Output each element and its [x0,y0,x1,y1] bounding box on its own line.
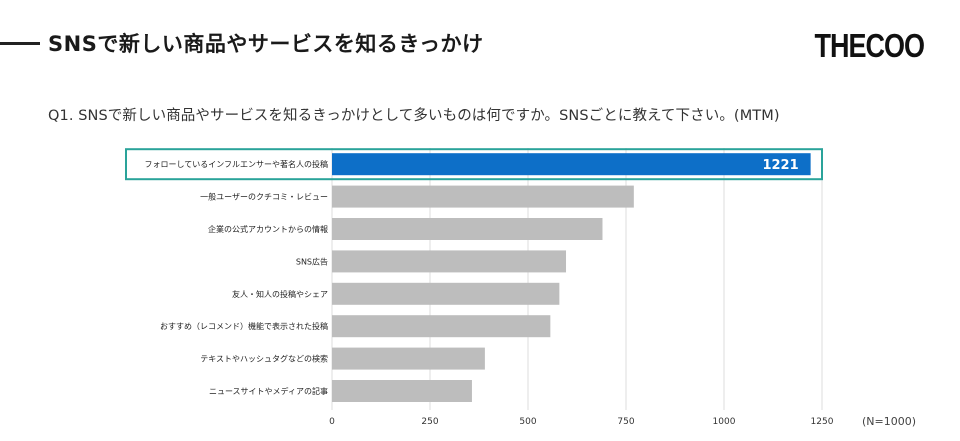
x-tick-label: 1250 [811,417,834,427]
x-tick-label: 0 [329,417,335,427]
title-bar: SNSで新しい商品やサービスを知るきっかけ [0,28,483,58]
highlight-frame [125,148,823,181]
x-tick-label: 1000 [713,417,736,427]
category-label: 企業の公式アカウントからの情報 [208,224,328,234]
bar-value-label: 1221 [762,158,798,173]
category-label: 一般ユーザーのクチコミ・レビュー [200,192,328,202]
bar [332,250,567,273]
bar [332,315,551,338]
category-label: SNS広告 [296,256,328,266]
category-label: 友人・知人の投稿やシェア [232,289,328,299]
bar [332,282,560,305]
brand-logo: THECOO [814,27,925,65]
bar [332,153,811,176]
question-text: Q1. SNSで新しい商品やサービスを知るきっかけとして多いものは何ですか。SN… [48,108,780,124]
category-label: テキストやハッシュタグなどの検索 [200,354,328,364]
bar [332,218,603,240]
category-label: フォローしているインフルエンサーや著名人の投稿 [144,159,328,169]
x-tick-label: 750 [617,417,634,427]
bar [332,347,485,370]
category-label: ニュースサイトやメディアの記事 [209,386,328,396]
bar [332,380,472,402]
title-accent-line [0,41,40,45]
x-tick-label: 500 [519,417,536,427]
sample-size-note: (N=1000) [862,415,917,428]
bar [332,185,634,208]
category-label: おすすめ（レコメンド）機能で表示された投稿 [160,321,328,331]
page-title: SNSで新しい商品やサービスを知るきっかけ [48,32,484,56]
x-tick-label: 250 [421,417,438,427]
